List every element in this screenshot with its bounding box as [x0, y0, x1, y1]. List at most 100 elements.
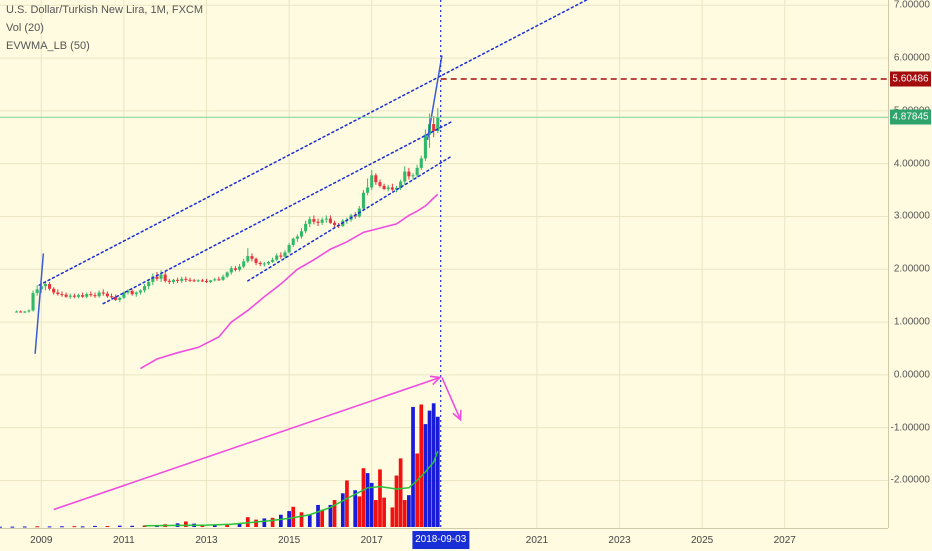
volume-bar [130, 525, 135, 527]
volume-bar [415, 453, 420, 527]
candle-body [403, 171, 407, 182]
candle-body [328, 218, 332, 223]
candle-body [233, 268, 237, 270]
candle-body [394, 187, 399, 190]
candle-body [14, 311, 19, 313]
volume-bar [427, 410, 432, 527]
volume-bar [431, 403, 436, 527]
candle-body [176, 279, 180, 281]
volume-bar [142, 525, 147, 527]
candle-body [27, 310, 31, 312]
volume-bar [332, 500, 337, 527]
candle-body [308, 219, 312, 224]
price-tick-label: 6.00000 [893, 52, 930, 64]
candle-body [366, 187, 370, 193]
candle-body [419, 158, 423, 168]
candle-body [56, 292, 60, 295]
volume-trend-arrow-head [429, 375, 442, 386]
candle-body [167, 280, 171, 282]
volume-bar [382, 497, 386, 527]
candle-body [312, 219, 316, 222]
time-tick-label: 2021 [525, 535, 549, 546]
candle-body [200, 280, 204, 282]
time-tick-label: 2025 [691, 535, 714, 546]
candle-body [374, 175, 378, 183]
volume-bar [212, 525, 217, 527]
price-tick-label: 0.00000 [893, 369, 930, 381]
candle-body [415, 167, 419, 176]
legend-indicator: EVWMA_LB (50) [6, 40, 90, 52]
candle-body [238, 266, 242, 270]
time-tick-label: 2015 [277, 535, 301, 546]
candle-body [242, 261, 246, 267]
price-axis[interactable]: 7.000006.000005.000004.000003.000002.000… [888, 0, 932, 528]
volume-bar [35, 526, 40, 528]
volume-bar [369, 482, 374, 527]
candle-body [64, 294, 68, 297]
candle-body [48, 284, 52, 289]
candle-body [76, 295, 81, 297]
volume-bar [419, 404, 424, 527]
candle-body [386, 187, 390, 190]
price-tick-label: 7.00000 [893, 0, 930, 11]
candle-body [180, 278, 184, 281]
time-tick-label: 2013 [195, 535, 218, 546]
candle-body [229, 268, 233, 273]
volume-bar [80, 526, 85, 528]
price-tick-label: 4.00000 [893, 158, 930, 170]
volume-bar [373, 500, 378, 527]
time-tick-label: 2017 [360, 535, 383, 546]
lower-channel-line [247, 155, 454, 282]
candle-body [122, 292, 126, 298]
price-tick-label: 1.00000 [893, 316, 930, 328]
volume-bar [402, 500, 407, 527]
volume-bar [22, 526, 27, 528]
volume-bar [398, 458, 403, 527]
price-chart[interactable] [0, 0, 888, 528]
candle-body [283, 252, 287, 257]
volume-bar [47, 526, 52, 528]
candle-body [72, 295, 76, 297]
price-tick-label: 3.00000 [893, 210, 930, 222]
volume-down-arrow-head [452, 409, 462, 422]
candle-body [89, 294, 93, 296]
candle-body [39, 286, 43, 290]
candle-body [287, 244, 291, 253]
legend-volume: Vol (20) [6, 22, 44, 34]
candle-body [85, 294, 89, 297]
price-tick-label: -2.00000 [890, 474, 930, 486]
price-tick-label: 2.00000 [893, 263, 930, 275]
candle-body [291, 238, 295, 245]
volume-bar [345, 480, 349, 527]
volume-bar [270, 517, 275, 527]
candle-body [225, 272, 229, 277]
candle-body [258, 262, 262, 264]
candle-body [246, 256, 250, 262]
candle-body [93, 295, 97, 297]
candle-body [262, 263, 266, 265]
volume-trend-arrow [53, 376, 441, 511]
candle-body [109, 296, 114, 298]
volume-bar [225, 524, 230, 527]
candle-body [333, 222, 337, 225]
candle-body [188, 279, 192, 281]
candle-body [316, 221, 320, 223]
volume-bar [278, 514, 283, 527]
candle-body [126, 290, 130, 293]
candle-body [60, 294, 64, 296]
candle-body [130, 290, 134, 295]
volume-bar [378, 469, 382, 527]
candle-body [250, 256, 254, 259]
candle-body [118, 297, 122, 300]
time-axis[interactable]: 2009 2011 2013 2015 2017 2021 2023 2025 2027 2018… [0, 528, 888, 551]
candle-body [184, 278, 188, 280]
volume-bar [299, 512, 304, 527]
volume-bar [353, 490, 358, 527]
candle-body [295, 236, 299, 239]
candle-body [378, 182, 382, 186]
last-price-tag: 4.87845 [890, 109, 931, 125]
candle-body [19, 311, 23, 313]
volume-bar [0, 526, 2, 528]
candle-body [134, 292, 138, 295]
volume-bar [316, 504, 320, 527]
